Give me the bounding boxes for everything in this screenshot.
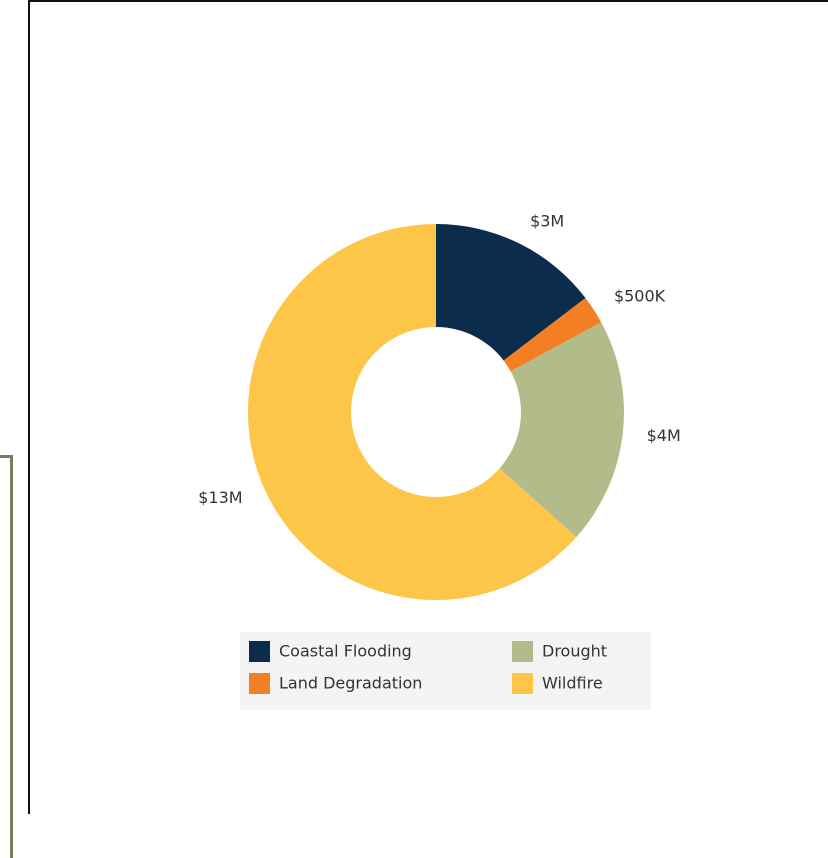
chart-panel (28, 0, 828, 814)
legend-swatch (512, 641, 533, 662)
legend-swatch (249, 673, 270, 694)
donut-slice (436, 224, 586, 361)
legend-label: Land Degradation (279, 674, 422, 693)
legend-label: Drought (542, 642, 607, 661)
legend-swatch (249, 641, 270, 662)
donut-slice (247, 224, 577, 600)
legend-label: Coastal Flooding (279, 642, 412, 661)
donut-slice (503, 298, 602, 372)
side-panel (0, 455, 13, 858)
chart: $3M $500K $4M $13M Coastal Flooding Land Degr… (198, 212, 681, 710)
data-label: $3M (530, 212, 564, 231)
legend-box (240, 632, 651, 710)
data-label: $4M (647, 426, 681, 445)
legend-label: Wildfire (542, 674, 603, 693)
donut-slice (499, 322, 624, 538)
data-label: $500K (614, 286, 666, 305)
data-label: $13M (198, 488, 242, 507)
legend-swatch (512, 673, 533, 694)
